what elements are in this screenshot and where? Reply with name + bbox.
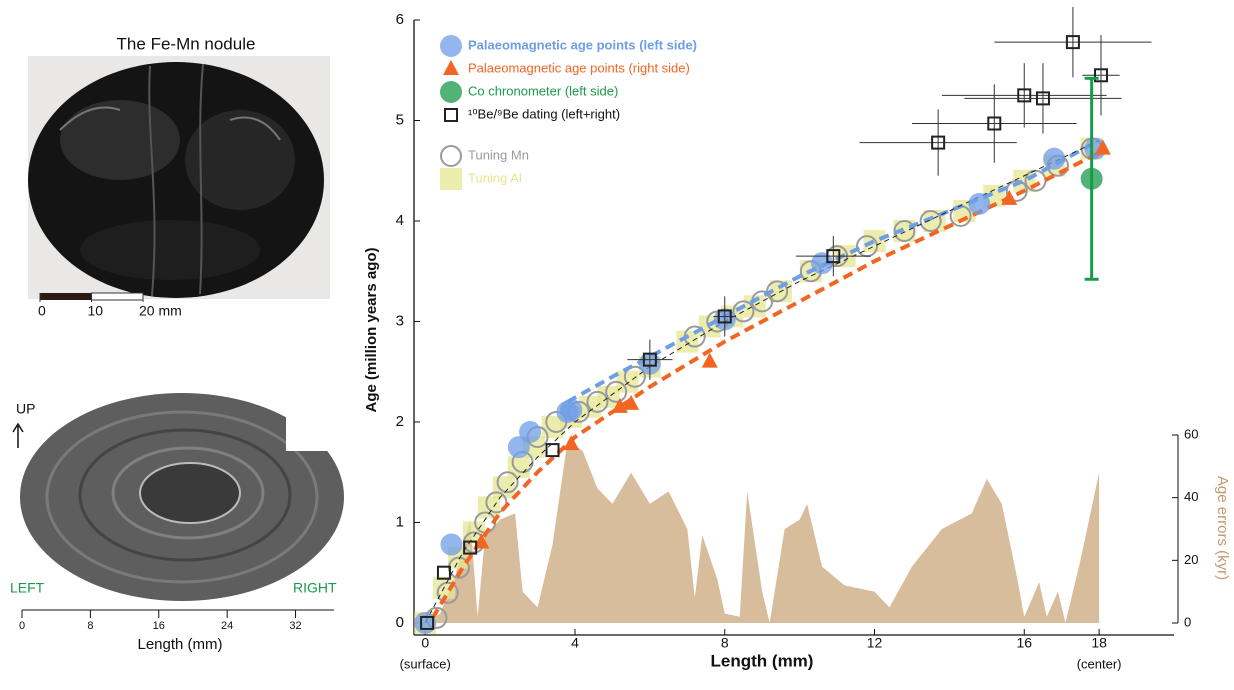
point: [1017, 88, 1032, 103]
point: [642, 352, 657, 367]
x-tick-label: 12: [867, 635, 883, 651]
point: [732, 300, 755, 323]
y-tick-label: 3: [396, 312, 404, 329]
nodule-photo: [28, 56, 330, 299]
left-label: LEFT: [10, 580, 45, 596]
point: [811, 252, 834, 275]
point: [931, 135, 946, 150]
x-annotation: (surface): [400, 656, 451, 671]
scale-label: 0: [38, 303, 46, 319]
legend-marker: [444, 108, 458, 122]
x-tick-label: 16: [1016, 635, 1032, 651]
y2-axis-title: Age errors (kyr): [1214, 476, 1231, 580]
legend-marker: [443, 60, 459, 75]
legend-label: Tuning Mn: [468, 147, 529, 162]
section-tick-label: 24: [221, 620, 233, 632]
up-label: UP: [16, 401, 35, 417]
nodule-title: The Fe-Mn nodule: [117, 34, 256, 53]
y2-tick-label: 0: [1184, 614, 1191, 629]
section-photo: [20, 385, 346, 601]
legend-label: ¹⁰Be/⁹Be dating (left+right): [468, 106, 620, 121]
scale-bar-light: [91, 292, 144, 301]
section-xlabel: Length (mm): [137, 636, 222, 653]
x-tick-label: 18: [1091, 635, 1107, 651]
y-tick-label: 6: [396, 11, 404, 28]
point: [1005, 179, 1028, 202]
up-arrow: [12, 422, 24, 448]
point: [826, 249, 841, 264]
y-tick-label: 5: [396, 111, 404, 128]
point: [1080, 167, 1103, 190]
section-tick-label: 32: [289, 620, 301, 632]
point: [717, 309, 732, 324]
x-axis-title: Length (mm): [711, 651, 814, 670]
point: [1043, 147, 1066, 170]
section-tick-label: 0: [19, 620, 25, 632]
y-axis-title: Age (million years ago): [363, 247, 380, 412]
point: [436, 581, 459, 604]
point: [420, 615, 435, 630]
point: [507, 456, 530, 479]
section-tick-label: 8: [87, 620, 93, 632]
scale-bar-dark: [40, 293, 92, 300]
legend-label: Palaeomagnetic age points (left side): [468, 37, 697, 52]
y-tick-label: 0: [396, 614, 404, 631]
legend-marker: [440, 81, 462, 103]
point: [545, 443, 560, 458]
y-tick-label: 4: [396, 212, 404, 229]
point: [1094, 139, 1111, 155]
legend-label: Tuning Al: [468, 170, 522, 185]
legend-label: Co chronometer (left side): [468, 83, 618, 98]
point: [1013, 169, 1036, 192]
point: [507, 436, 530, 459]
x-tick-label: 8: [721, 635, 729, 651]
point: [987, 116, 1002, 131]
x-tick-label: 4: [571, 635, 579, 651]
point: [440, 533, 463, 556]
legend-label: Palaeomagnetic age points (right side): [468, 60, 690, 75]
y2-tick-label: 40: [1184, 489, 1198, 504]
point: [1065, 35, 1080, 50]
right-label: RIGHT: [293, 580, 337, 596]
point: [463, 540, 478, 555]
point: [623, 365, 646, 388]
fit-line: [431, 150, 1101, 619]
legend-marker: [440, 35, 462, 57]
point: [605, 380, 628, 403]
scale-label: 10: [88, 303, 104, 319]
legend-marker: [440, 145, 462, 167]
error-area: [425, 441, 1100, 623]
point: [1093, 68, 1108, 83]
point: [1035, 91, 1050, 106]
point: [968, 192, 991, 215]
y2-tick-label: 20: [1184, 552, 1198, 567]
x-annotation: (center): [1077, 656, 1122, 671]
fit-line: [424, 140, 1100, 624]
y2-tick-label: 60: [1184, 426, 1198, 441]
section-tick-label: 16: [153, 620, 165, 632]
point: [623, 394, 640, 410]
legend-marker: [440, 168, 462, 190]
point: [485, 491, 508, 514]
point: [473, 533, 490, 549]
point: [766, 280, 789, 303]
point: [701, 352, 718, 368]
y-tick-label: 1: [396, 513, 404, 530]
point: [519, 421, 542, 444]
x-tick-label: 0: [421, 635, 429, 651]
point: [563, 435, 580, 451]
y-tick-label: 2: [396, 413, 404, 430]
scale-label: 20 mm: [139, 303, 182, 319]
point: [1001, 189, 1018, 205]
point: [919, 209, 942, 232]
point: [496, 471, 519, 494]
point: [560, 398, 583, 421]
point: [586, 390, 609, 413]
point: [436, 565, 451, 580]
